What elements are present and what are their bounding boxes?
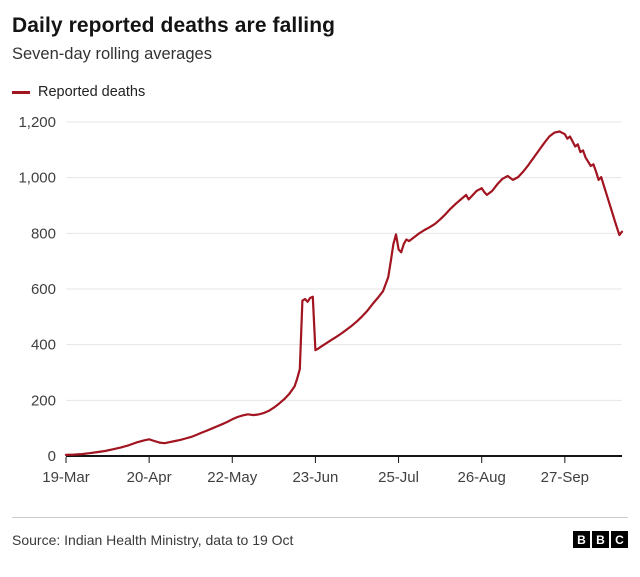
x-axis-label: 22-May (207, 469, 258, 486)
bbc-logo-letter: B (573, 531, 590, 548)
chart-svg: 0 200 400 600 800 1,000 1,200 19-Mar 20-Apr 22-Ma… (18, 114, 624, 486)
bbc-logo-letter: C (611, 531, 628, 548)
x-axis-label: 19-Mar (42, 469, 90, 486)
y-axis-label: 1,200 (18, 114, 56, 131)
chart-title: Daily reported deaths are falling (12, 14, 336, 37)
chart-subtitle: Seven-day rolling averages (12, 45, 212, 63)
source-text: Source: Indian Health Ministry, data to … (12, 531, 294, 548)
legend-label: Reported deaths (38, 84, 146, 100)
x-axis-label: 23-Jun (292, 469, 338, 486)
x-axis-label: 27-Sep (541, 469, 589, 486)
y-axis-label: 200 (31, 392, 56, 409)
deaths-line (64, 130, 624, 456)
x-axis-label: 20-Apr (127, 469, 172, 486)
footer: Source: Indian Health Ministry, data to … (12, 517, 628, 548)
y-axis-label: 800 (31, 225, 56, 242)
y-axis-label: 0 (48, 448, 56, 465)
bbc-logo: B B C (573, 531, 628, 548)
legend: Reported deaths (12, 84, 630, 100)
bbc-logo-letter: B (592, 531, 609, 548)
x-axis-label: 25-Jul (378, 469, 419, 486)
chart-area: 0 200 400 600 800 1,000 1,200 19-Mar 20-Apr 22-Ma… (10, 104, 630, 507)
legend-line-swatch (12, 90, 30, 94)
y-axis-label: 600 (31, 281, 56, 298)
x-axis-label: 26-Aug (458, 469, 506, 486)
y-axis-label: 1,000 (18, 170, 56, 187)
y-axis-label: 400 (31, 337, 56, 354)
